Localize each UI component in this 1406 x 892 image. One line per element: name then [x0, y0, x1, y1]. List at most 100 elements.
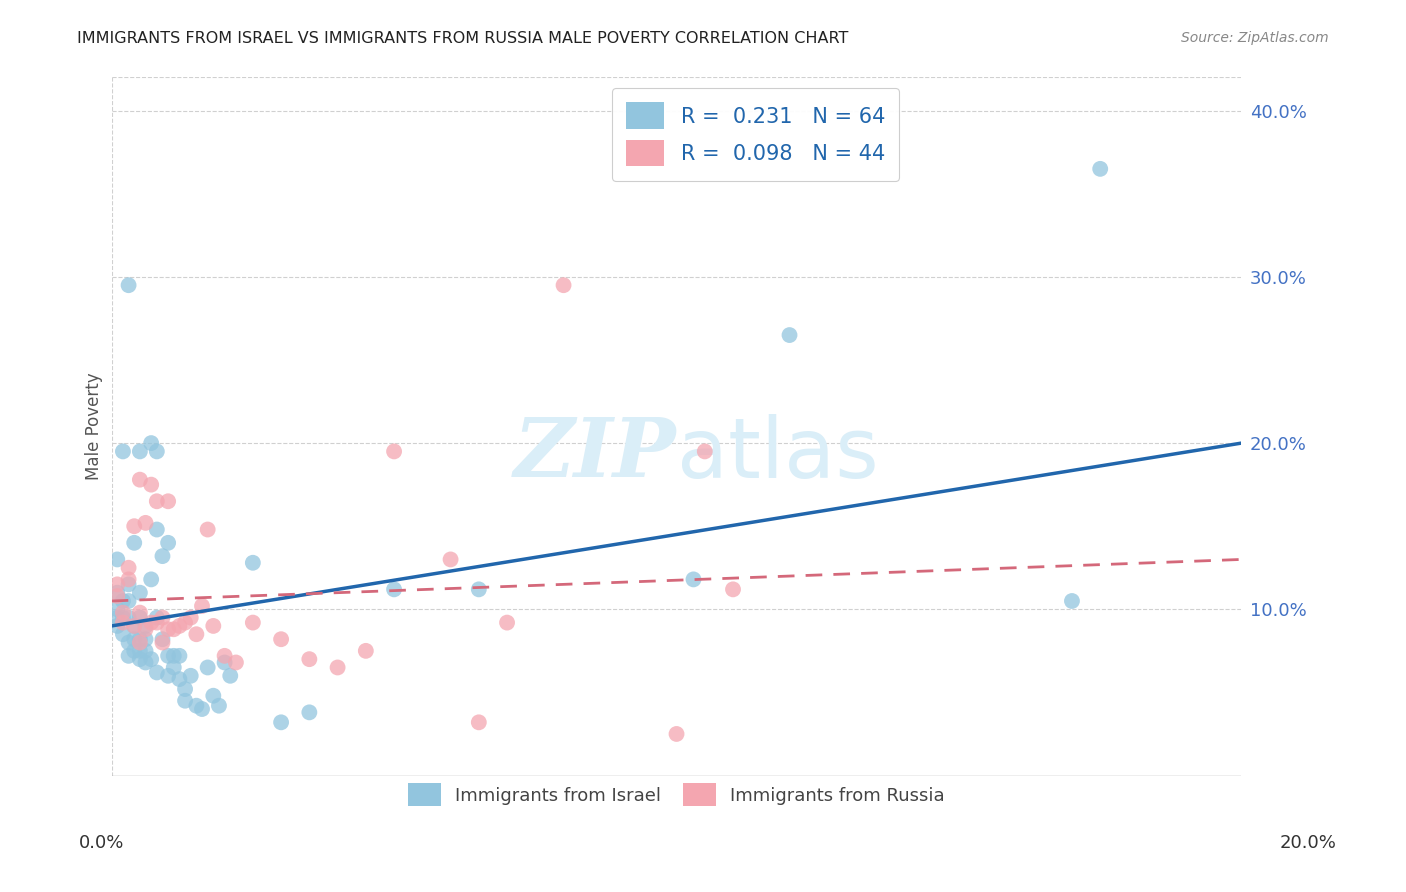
Point [693, 444, 716, 458]
Point [496, 615, 519, 630]
Legend: Immigrants from Israel, Immigrants from Russia: Immigrants from Israel, Immigrants from … [399, 774, 953, 815]
Point [128, 635, 150, 649]
Text: ZIP: ZIP [515, 415, 676, 494]
Point [186, 698, 208, 713]
Point [117, 278, 139, 293]
Point [111, 615, 134, 630]
Point [135, 656, 157, 670]
Point [117, 648, 139, 663]
Point [141, 615, 163, 630]
Point [117, 573, 139, 587]
Point [146, 523, 169, 537]
Point [122, 632, 145, 647]
Point [117, 577, 139, 591]
Y-axis label: Male Poverty: Male Poverty [86, 373, 103, 480]
Point [105, 585, 128, 599]
Point [122, 619, 145, 633]
Point [141, 436, 163, 450]
Point [146, 610, 169, 624]
Point [141, 652, 163, 666]
Point [135, 619, 157, 633]
Point [122, 519, 145, 533]
Point [111, 610, 134, 624]
Point [682, 573, 704, 587]
Point [326, 660, 349, 674]
Point [128, 444, 150, 458]
Point [298, 652, 321, 666]
Point [135, 516, 157, 530]
Point [152, 549, 174, 563]
Point [105, 589, 128, 603]
Point [180, 669, 202, 683]
Point [219, 669, 242, 683]
Point [111, 627, 134, 641]
Point [146, 494, 169, 508]
Point [141, 573, 163, 587]
Point [157, 494, 180, 508]
Point [191, 599, 214, 613]
Point [141, 477, 163, 491]
Point [105, 619, 128, 633]
Point [135, 622, 157, 636]
Point [169, 619, 191, 633]
Point [180, 610, 202, 624]
Point [174, 615, 197, 630]
Point [468, 715, 491, 730]
Point [152, 632, 174, 647]
Point [152, 635, 174, 649]
Point [242, 615, 264, 630]
Point [135, 632, 157, 647]
Point [439, 552, 461, 566]
Point [111, 444, 134, 458]
Point [146, 665, 169, 680]
Point [128, 644, 150, 658]
Point [122, 644, 145, 658]
Point [128, 610, 150, 624]
Point [208, 698, 231, 713]
Point [105, 577, 128, 591]
Point [468, 582, 491, 597]
Point [111, 606, 134, 620]
Point [721, 582, 744, 597]
Point [354, 644, 377, 658]
Point [128, 585, 150, 599]
Point [214, 648, 236, 663]
Point [197, 523, 219, 537]
Point [1090, 161, 1112, 176]
Text: Source: ZipAtlas.com: Source: ZipAtlas.com [1181, 31, 1329, 45]
Point [152, 610, 174, 624]
Point [174, 694, 197, 708]
Point [779, 328, 801, 343]
Point [169, 648, 191, 663]
Point [186, 627, 208, 641]
Point [202, 689, 225, 703]
Point [665, 727, 688, 741]
Point [163, 622, 186, 636]
Text: IMMIGRANTS FROM ISRAEL VS IMMIGRANTS FROM RUSSIA MALE POVERTY CORRELATION CHART: IMMIGRANTS FROM ISRAEL VS IMMIGRANTS FRO… [77, 31, 849, 46]
Point [298, 706, 321, 720]
Point [382, 582, 405, 597]
Point [157, 648, 180, 663]
Point [382, 444, 405, 458]
Point [163, 648, 186, 663]
Point [163, 660, 186, 674]
Point [128, 652, 150, 666]
Point [128, 632, 150, 647]
Point [117, 560, 139, 574]
Point [105, 610, 128, 624]
Point [157, 622, 180, 636]
Point [128, 473, 150, 487]
Point [270, 632, 292, 647]
Point [169, 672, 191, 686]
Point [105, 602, 128, 616]
Point [174, 682, 197, 697]
Point [197, 660, 219, 674]
Point [117, 594, 139, 608]
Point [122, 619, 145, 633]
Text: 0.0%: 0.0% [79, 834, 124, 852]
Text: atlas: atlas [676, 414, 879, 495]
Point [111, 594, 134, 608]
Point [135, 644, 157, 658]
Point [214, 656, 236, 670]
Point [225, 656, 247, 670]
